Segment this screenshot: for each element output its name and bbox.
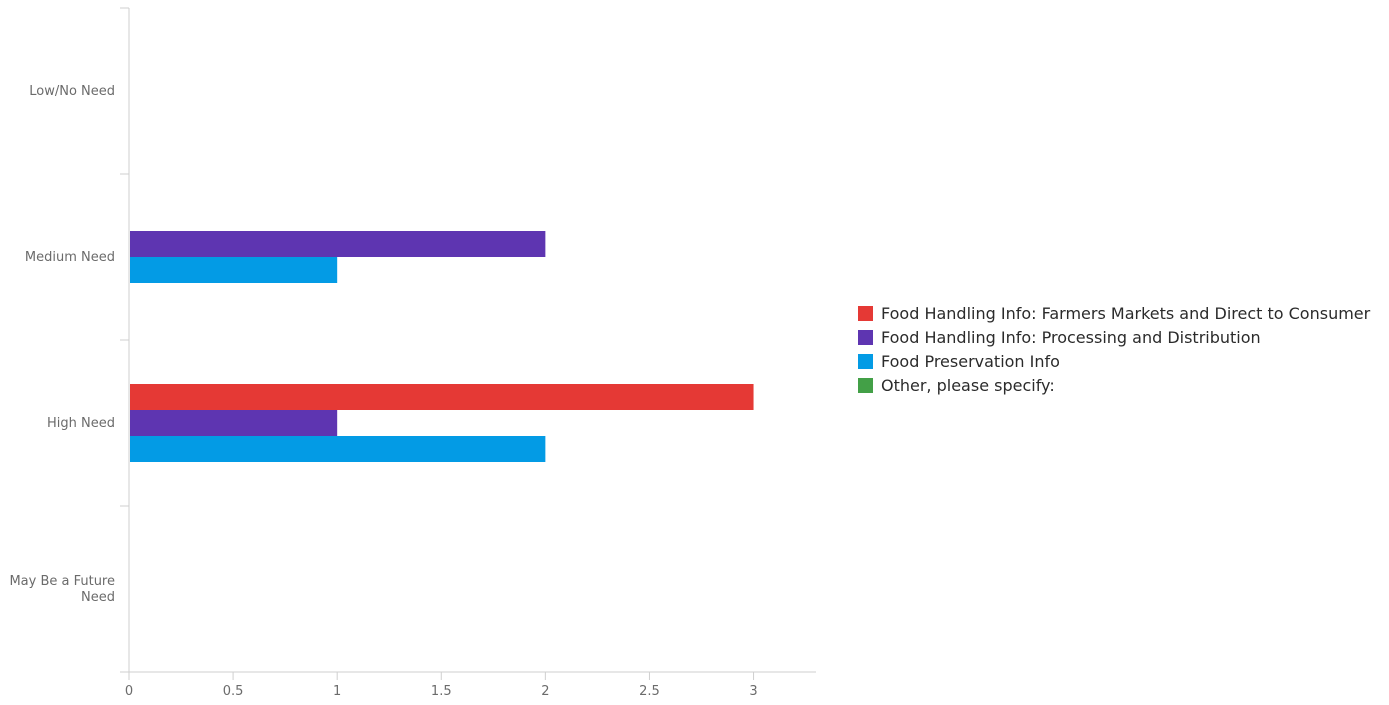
y-axis: Low/No Need Medium Need High Need May Be a … — [9, 7, 130, 673]
legend-item[interactable]: Other, please specify: — [858, 373, 1370, 397]
x-axis: 0 0.5 1 1.5 2 2.5 3 — [125, 671, 816, 699]
legend-swatch — [858, 305, 873, 321]
legend-item[interactable]: Food Handling Info: Farmers Markets and … — [858, 301, 1370, 325]
category-label: Medium Need — [25, 250, 115, 265]
legend-label: Food Handling Info: Processing and Distr… — [881, 327, 1261, 347]
bars — [130, 231, 754, 462]
bar[interactable] — [130, 257, 338, 283]
bar[interactable] — [130, 231, 546, 257]
legend-item[interactable]: Food Preservation Info — [858, 349, 1370, 373]
category-label: High Need — [47, 416, 115, 431]
legend: Food Handling Info: Farmers Markets and … — [858, 301, 1370, 397]
category-label: May Be a Future Need — [9, 574, 115, 605]
x-tick-label: 3 — [749, 684, 757, 699]
bar[interactable] — [130, 436, 546, 462]
legend-swatch — [858, 353, 873, 369]
x-tick-label: 0.5 — [223, 684, 244, 699]
x-tick-label: 2 — [541, 684, 549, 699]
bar[interactable] — [130, 410, 338, 436]
x-tick-label: 1 — [333, 684, 341, 699]
x-tick-label: 0 — [125, 684, 133, 699]
x-tick-label: 2.5 — [639, 684, 660, 699]
x-tick-label: 1.5 — [431, 684, 452, 699]
legend-label: Food Handling Info: Farmers Markets and … — [881, 303, 1371, 323]
legend-label: Other, please specify: — [881, 375, 1055, 395]
legend-swatch — [858, 329, 873, 345]
legend-swatch — [858, 377, 873, 393]
legend-label: Food Preservation Info — [881, 351, 1060, 371]
category-label: Low/No Need — [29, 84, 115, 99]
bar-chart: Low/No Need Medium Need High Need May Be a … — [9, 7, 816, 699]
legend-item[interactable]: Food Handling Info: Processing and Distr… — [858, 325, 1370, 349]
bar[interactable] — [130, 384, 754, 410]
